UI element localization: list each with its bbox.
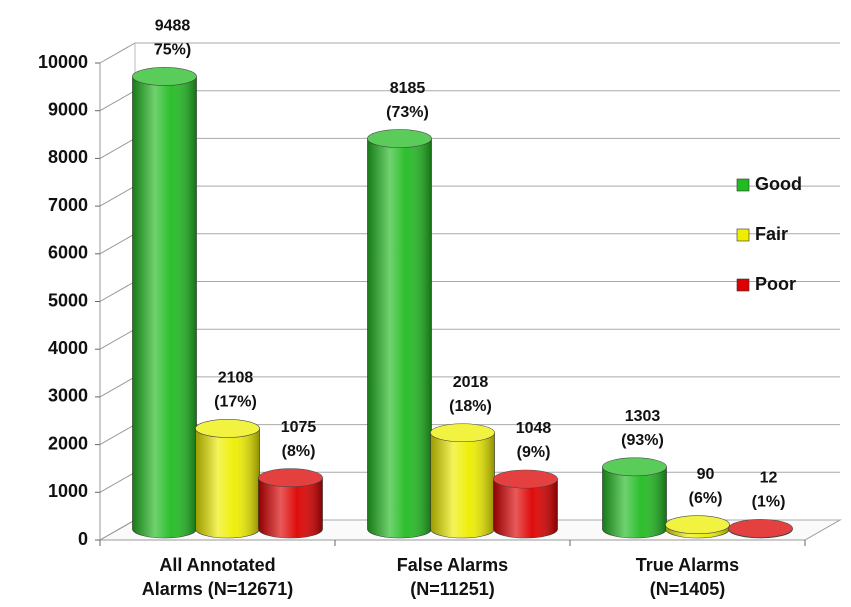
x-tick-label: All Annotated Alarms (N=12671) bbox=[141, 555, 294, 599]
grid-diagonal bbox=[99, 185, 136, 207]
value-label: 8185 bbox=[390, 80, 426, 97]
bar-shade bbox=[132, 76, 197, 539]
legend-swatch bbox=[736, 228, 750, 242]
bar-top bbox=[195, 419, 260, 438]
value-label: 9488 bbox=[155, 18, 191, 35]
value-label: 2018 bbox=[453, 374, 489, 391]
value-label: 90 bbox=[697, 466, 715, 483]
grid-diagonal bbox=[99, 328, 136, 350]
bar bbox=[195, 419, 260, 539]
bar bbox=[258, 468, 323, 539]
y-tick-label: 7000 bbox=[48, 195, 88, 215]
bar-top-shine bbox=[430, 423, 495, 442]
bar bbox=[430, 423, 495, 539]
bar-shade bbox=[367, 138, 432, 538]
grid-diagonal bbox=[99, 90, 136, 112]
bar-top-shine bbox=[728, 519, 793, 538]
value-label: 1303 bbox=[625, 408, 661, 425]
bar-top bbox=[665, 515, 730, 535]
percent-label: (9%) bbox=[517, 444, 551, 461]
grid-diagonal bbox=[99, 137, 136, 159]
percent-label: (6%) bbox=[689, 490, 723, 507]
bar bbox=[602, 457, 667, 539]
y-tick-label: 3000 bbox=[48, 386, 88, 406]
bar-top bbox=[728, 519, 793, 538]
x-tick-label: True Alarms (N=1405) bbox=[635, 555, 740, 599]
x-tick-label: False Alarms (N=11251) bbox=[396, 555, 509, 599]
legend-label: Fair bbox=[755, 224, 788, 244]
percent-label: (1%) bbox=[752, 494, 786, 511]
y-tick-label: 8000 bbox=[48, 147, 88, 167]
bar-shade bbox=[195, 428, 260, 538]
bar-top-shine bbox=[195, 419, 260, 438]
bar-top-shine bbox=[132, 67, 197, 86]
grid-diagonal bbox=[99, 233, 136, 255]
value-label: 1048 bbox=[516, 420, 552, 437]
bar-shade bbox=[258, 477, 323, 538]
bar-top bbox=[430, 423, 495, 443]
bar-top-shine bbox=[367, 129, 432, 148]
percent-label: (73%) bbox=[386, 104, 429, 121]
bar-top bbox=[132, 67, 197, 86]
bar bbox=[367, 129, 432, 539]
bar-top bbox=[602, 457, 667, 477]
grid-diagonal bbox=[99, 281, 136, 302]
y-tick-label: 10000 bbox=[38, 52, 88, 72]
y-tick-label: 2000 bbox=[48, 433, 88, 453]
bar-top-shine bbox=[602, 457, 667, 476]
bar-top bbox=[493, 469, 558, 489]
value-label: 12 bbox=[760, 470, 778, 487]
legend-label: Good bbox=[755, 174, 802, 194]
grid-diagonal bbox=[99, 471, 136, 493]
bar-top-shine bbox=[258, 468, 323, 487]
bar bbox=[493, 469, 558, 539]
legend-swatch bbox=[736, 178, 750, 192]
legend-label: Poor bbox=[755, 274, 796, 294]
percent-label: (93%) bbox=[621, 432, 664, 449]
y-tick-label: 1000 bbox=[48, 481, 88, 501]
bar-top-shine bbox=[665, 515, 730, 534]
y-tick-label: 5000 bbox=[48, 290, 88, 310]
grid-diagonal bbox=[99, 42, 136, 64]
bar-top-shine bbox=[493, 470, 558, 489]
bar-shade bbox=[602, 466, 667, 538]
value-label: 1075 bbox=[281, 419, 317, 436]
grid-diagonal bbox=[99, 519, 136, 541]
bar bbox=[728, 519, 793, 539]
grid-diagonal bbox=[99, 376, 136, 398]
bar bbox=[132, 67, 197, 539]
bar-top bbox=[367, 129, 432, 148]
grid-diagonal bbox=[99, 424, 136, 446]
percent-label: (18%) bbox=[449, 398, 492, 415]
value-label: 2108 bbox=[218, 370, 254, 387]
percent-label: (8%) bbox=[282, 443, 316, 460]
y-tick-label: 9000 bbox=[48, 99, 88, 119]
bar-top bbox=[258, 468, 323, 488]
y-tick-label: 4000 bbox=[48, 338, 88, 358]
legend-swatch bbox=[736, 278, 750, 292]
bar-shade bbox=[430, 432, 495, 538]
bar-shade bbox=[493, 479, 558, 538]
percent-label: 75%) bbox=[154, 42, 191, 59]
y-tick-label: 0 bbox=[78, 529, 88, 549]
bar bbox=[665, 515, 730, 539]
percent-label: (17%) bbox=[214, 394, 257, 411]
y-tick-label: 6000 bbox=[48, 243, 88, 263]
